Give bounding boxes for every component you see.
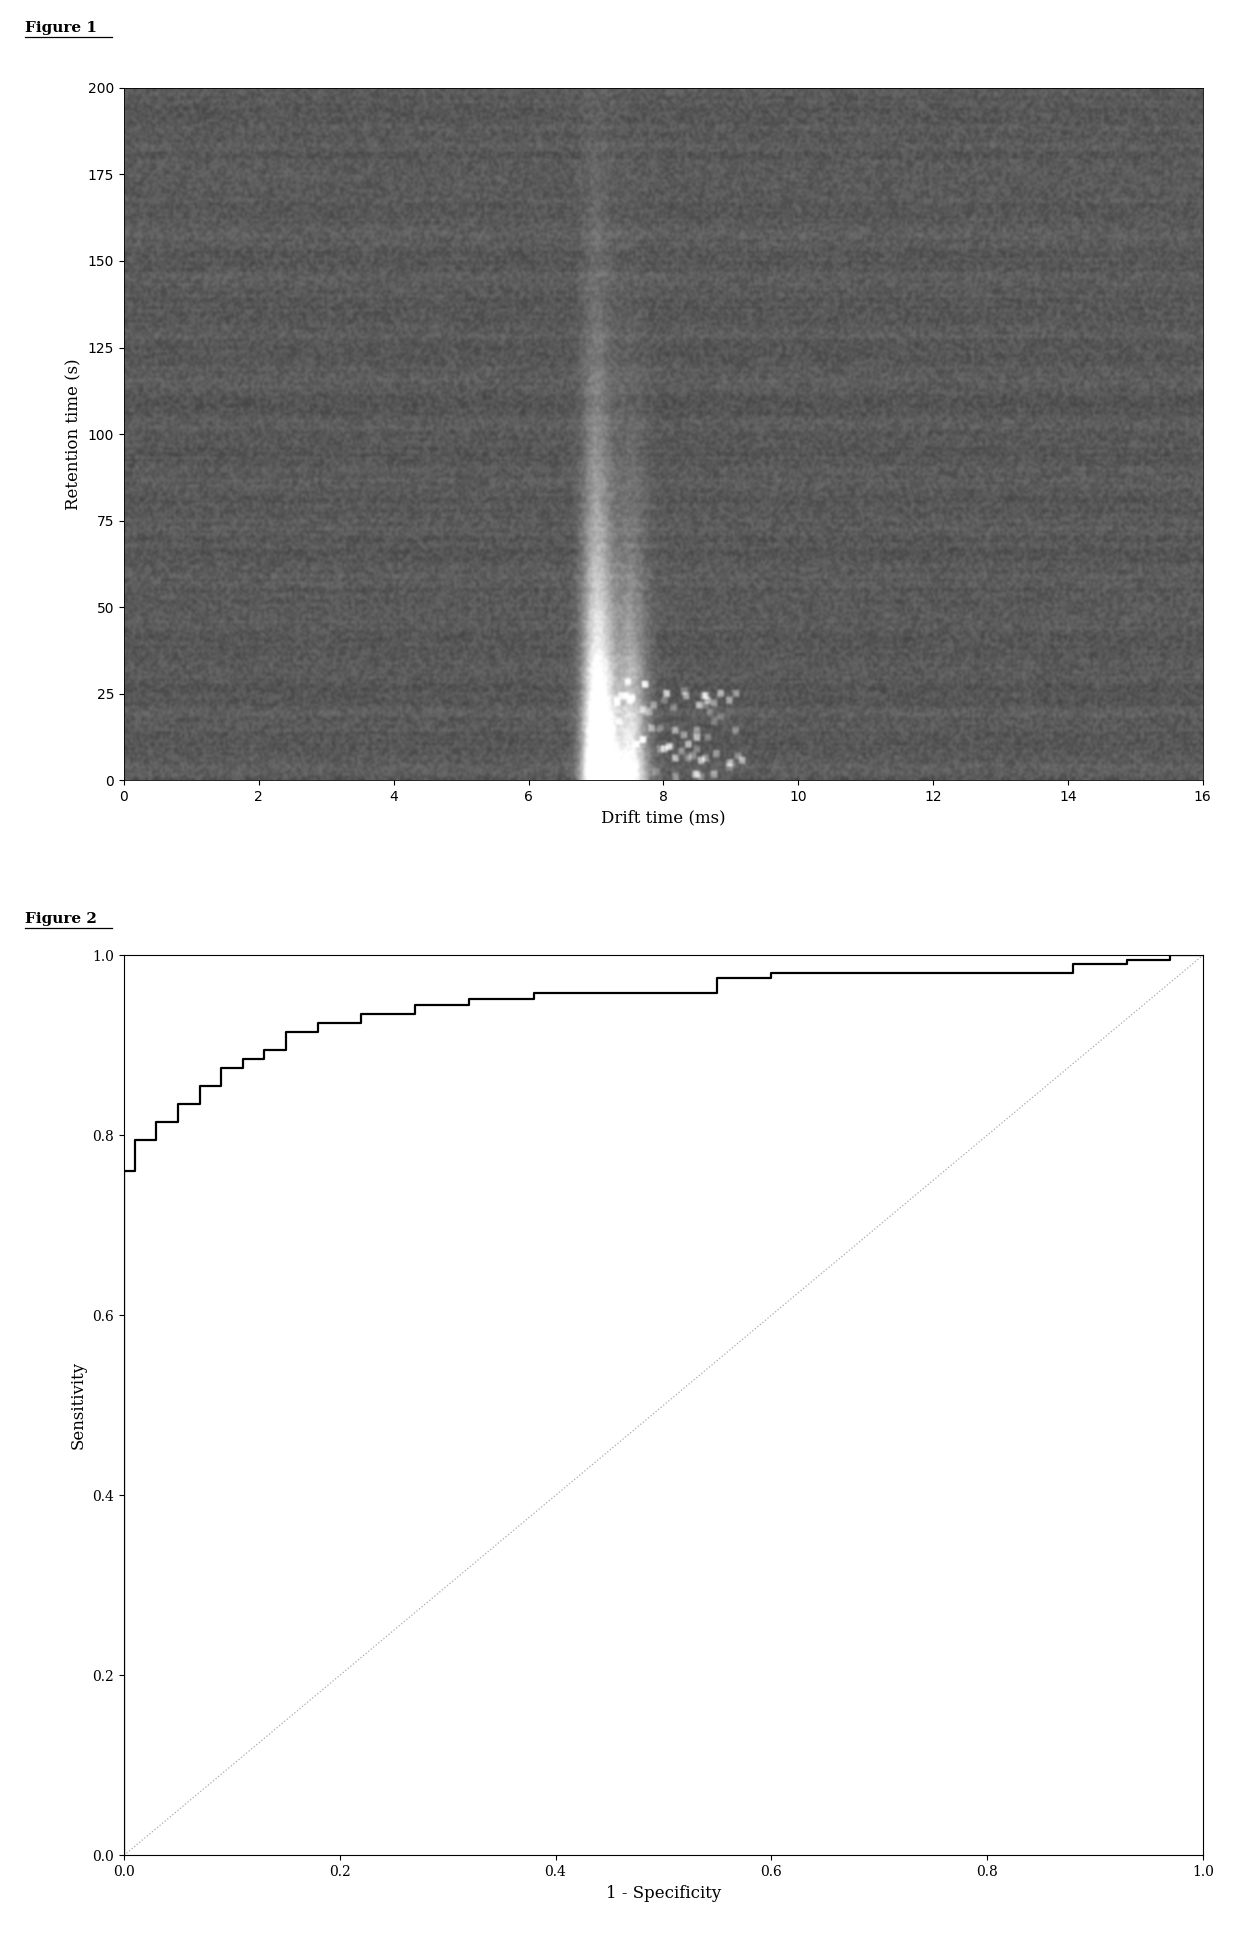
Text: Figure 2: Figure 2 [25, 912, 97, 926]
X-axis label: 1 - Specificity: 1 - Specificity [606, 1885, 720, 1902]
Y-axis label: Sensitivity: Sensitivity [69, 1361, 87, 1449]
Y-axis label: Retention time (s): Retention time (s) [66, 357, 82, 510]
Text: Figure 1: Figure 1 [25, 21, 97, 35]
X-axis label: Drift time (ms): Drift time (ms) [601, 809, 725, 826]
